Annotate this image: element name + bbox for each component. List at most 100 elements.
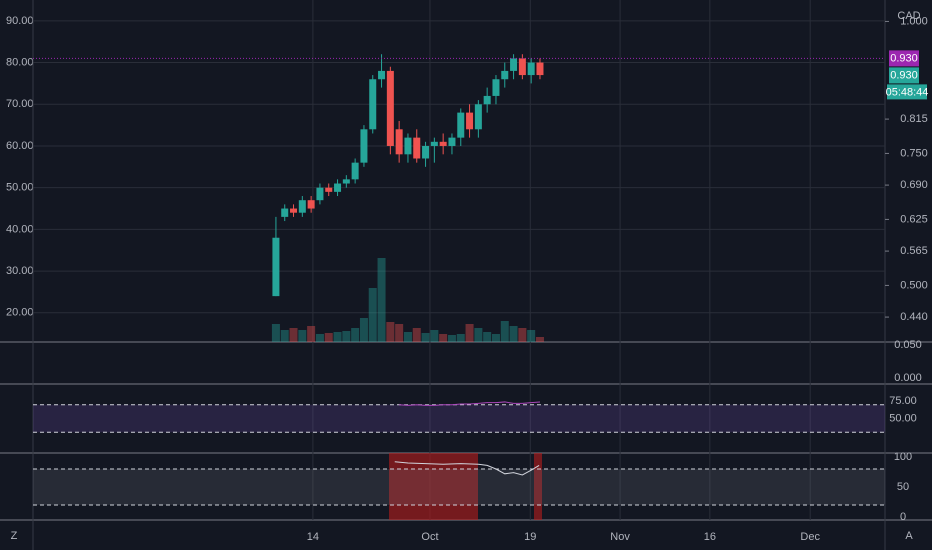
y-tick-label: 50.00 xyxy=(6,182,34,194)
volume-bar xyxy=(509,326,518,342)
candle-body xyxy=(360,129,368,163)
stoch-tick-label: 0 xyxy=(900,511,906,523)
volume-bar xyxy=(447,335,456,342)
candle-body xyxy=(413,137,421,159)
rsi-line xyxy=(399,401,541,406)
candle-body xyxy=(492,79,500,96)
volume-bar xyxy=(280,330,289,342)
volume-bar xyxy=(474,328,483,342)
price-label: 0.930 xyxy=(890,52,918,64)
price-label: 0.930 xyxy=(890,69,918,81)
volume-bar xyxy=(324,333,333,342)
y2-tick-label: 0.750 xyxy=(900,147,928,159)
candle-body xyxy=(325,187,333,192)
x-tick-label: Dec xyxy=(800,531,820,543)
y-tick-label: 60.00 xyxy=(6,140,34,152)
candle-body xyxy=(448,137,456,146)
candle-body xyxy=(351,162,359,180)
rsi-tick-label: 50.00 xyxy=(889,412,917,424)
candle-body xyxy=(457,112,465,138)
candle-body xyxy=(474,104,482,130)
x-tick-label: 16 xyxy=(704,531,716,543)
y2-tick-label: 0.815 xyxy=(900,113,928,125)
x-tick-label: 14 xyxy=(307,531,319,543)
candle-body xyxy=(298,200,306,213)
candle-body xyxy=(272,237,280,297)
candle-body xyxy=(281,208,289,217)
volume-bar xyxy=(527,330,536,342)
candle-body xyxy=(395,129,403,155)
volume-bar xyxy=(535,337,544,342)
y-tick-label: 0.050 xyxy=(894,339,922,351)
volume-bar xyxy=(368,288,377,342)
candle-body xyxy=(290,208,298,213)
volume-bar xyxy=(351,328,360,342)
volume-bar xyxy=(421,333,430,342)
x-tick-label: Oct xyxy=(421,531,438,543)
stoch-line xyxy=(394,461,540,476)
candle-body xyxy=(307,200,315,209)
volume-bar xyxy=(491,334,500,342)
y2-tick-label: 0.500 xyxy=(900,279,928,291)
candle-body xyxy=(466,112,474,130)
volume-bar xyxy=(412,328,421,342)
countdown-bg xyxy=(887,84,927,100)
y-tick-label: 70.00 xyxy=(6,98,34,110)
candle-body xyxy=(527,62,535,76)
stoch-band xyxy=(33,469,885,505)
candle-body xyxy=(422,145,430,159)
x-tick-label: Nov xyxy=(610,531,630,543)
candle-body xyxy=(386,70,394,146)
stoch-tick-label: 50 xyxy=(897,481,909,493)
volume-bar xyxy=(271,324,280,342)
y-tick-label: 0.000 xyxy=(894,372,922,384)
x-tick-label: 19 xyxy=(524,531,536,543)
y2-tick-label: 1.000 xyxy=(900,15,928,27)
volume-bar xyxy=(315,334,324,342)
price-label-bg xyxy=(889,50,919,67)
rsi-band xyxy=(33,404,885,433)
y-tick-label: 80.00 xyxy=(6,56,34,68)
candle-body xyxy=(483,95,491,105)
y2-tick-label: 0.690 xyxy=(900,179,928,191)
volume-bar xyxy=(386,322,395,342)
volume-bar xyxy=(430,330,439,342)
candle-body xyxy=(510,58,518,71)
stoch-tick-label: 100 xyxy=(894,451,912,463)
volume-bar xyxy=(333,332,342,342)
volume-bar xyxy=(500,321,509,342)
y-tick-label: 40.00 xyxy=(6,223,34,235)
y2-tick-label: 0.565 xyxy=(900,245,928,257)
candle-body xyxy=(342,179,350,184)
y2-tick-label: 0.625 xyxy=(900,213,928,225)
candle-body xyxy=(501,70,509,80)
overbought-zone xyxy=(534,453,542,520)
volume-bar xyxy=(483,332,492,342)
y2-tick-label: 0.440 xyxy=(900,311,928,323)
volume-bar xyxy=(298,330,307,342)
volume-bar xyxy=(518,328,527,342)
candle-body xyxy=(316,187,324,201)
volume-bar xyxy=(342,331,351,342)
volume-bar xyxy=(403,332,412,342)
y-tick-label: 20.00 xyxy=(6,307,34,319)
volume-bar xyxy=(456,334,465,342)
countdown: 05:48:44 xyxy=(886,86,929,98)
auto-scale[interactable]: A xyxy=(905,530,913,542)
y-tick-label: 30.00 xyxy=(6,265,34,277)
candle-body xyxy=(439,141,447,146)
y-tick-label: 90.00 xyxy=(6,15,34,27)
volume-bar xyxy=(465,324,474,342)
volume-bar xyxy=(307,326,316,342)
volume-bar xyxy=(377,258,386,342)
candle-body xyxy=(536,62,544,76)
volume-bar xyxy=(359,318,368,342)
currency[interactable]: CAD xyxy=(897,10,920,22)
candle-body xyxy=(518,58,526,76)
volume-bar xyxy=(439,334,448,342)
price-label-bg xyxy=(889,67,919,84)
volume-bar xyxy=(289,328,298,342)
zoom-icon[interactable]: Z xyxy=(11,530,18,542)
rsi-tick-label: 75.00 xyxy=(889,395,917,407)
